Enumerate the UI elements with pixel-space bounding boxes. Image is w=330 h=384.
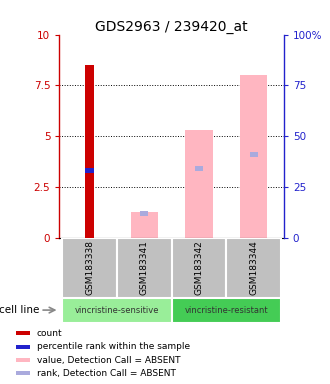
Bar — [85, 65, 94, 238]
Text: GSM183344: GSM183344 — [249, 240, 258, 295]
Bar — [16, 371, 30, 376]
Text: value, Detection Call = ABSENT: value, Detection Call = ABSENT — [37, 356, 180, 364]
Text: GSM183342: GSM183342 — [194, 240, 204, 295]
Bar — [16, 331, 30, 335]
Bar — [172, 238, 226, 298]
Bar — [240, 75, 267, 238]
Text: rank, Detection Call = ABSENT: rank, Detection Call = ABSENT — [37, 369, 176, 378]
Text: percentile rank within the sample: percentile rank within the sample — [37, 342, 190, 351]
Bar — [195, 166, 203, 171]
Title: GDS2963 / 239420_at: GDS2963 / 239420_at — [95, 20, 248, 33]
Bar — [85, 168, 94, 173]
Bar — [185, 130, 213, 238]
Bar — [172, 298, 281, 323]
Text: GSM183341: GSM183341 — [140, 240, 149, 295]
Text: cell line: cell line — [0, 305, 39, 315]
Bar — [226, 238, 281, 298]
Text: GSM183338: GSM183338 — [85, 240, 94, 295]
Bar — [140, 210, 148, 216]
Text: count: count — [37, 329, 62, 338]
Text: vincristine-resistant: vincristine-resistant — [184, 306, 268, 314]
Bar — [62, 298, 172, 323]
Text: vincristine-sensitive: vincristine-sensitive — [75, 306, 159, 314]
Bar — [131, 212, 158, 238]
Bar — [117, 238, 172, 298]
Bar — [16, 344, 30, 349]
Bar — [16, 358, 30, 362]
Bar — [249, 152, 258, 157]
Bar — [62, 238, 117, 298]
